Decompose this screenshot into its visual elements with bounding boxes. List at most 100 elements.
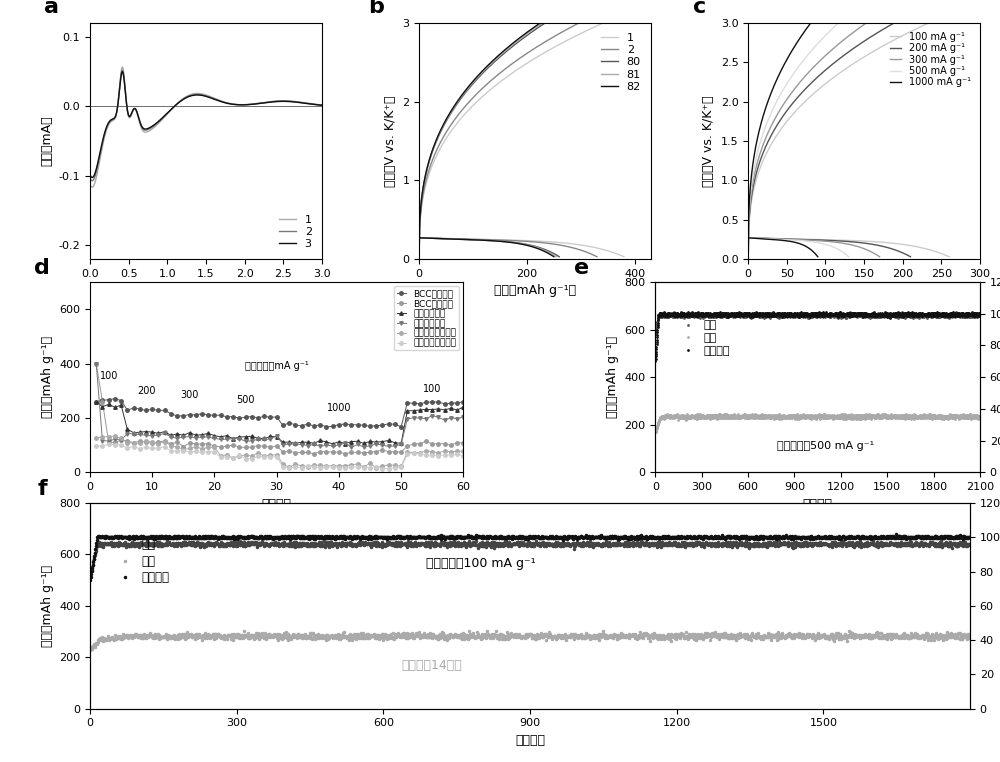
1: [568, 32, 580, 41]
放电: [910, 411, 922, 421]
膏山石墨放电容量: [202, 447, 214, 456]
膏山石墨充电容量: [90, 434, 102, 443]
80: [519, 32, 531, 41]
BCC放电容量: [196, 440, 208, 449]
82: [515, 32, 527, 41]
放电: [650, 427, 662, 437]
500 mA g⁻¹: [742, 255, 754, 264]
充电: [974, 310, 986, 319]
Line: 1: 1: [419, 23, 603, 259]
Legend: 100 mA g⁻¹, 200 mA g⁻¹, 300 mA g⁻¹, 500 mA g⁻¹, 1000 mA g⁻¹: 100 mA g⁻¹, 200 mA g⁻¹, 300 mA g⁻¹, 500 …: [886, 27, 975, 91]
500 mA g⁻¹: [833, 18, 845, 27]
1000 mA g⁻¹: [742, 223, 754, 232]
充电: [448, 536, 460, 546]
200 mA g⁻¹: [875, 26, 887, 35]
100 mA g⁻¹: [895, 32, 907, 41]
2: [548, 32, 560, 41]
1000 mA g⁻¹: [799, 26, 811, 35]
Text: 200: 200: [137, 386, 155, 396]
2: [573, 18, 585, 27]
82: [485, 57, 497, 66]
库伦效率: [836, 309, 848, 319]
Legend: BCC充电容量, BCC放电容量, 石墨充电容量, 石墨放电容量, 膏山石墨充电容量, 膏山石墨放电容量: BCC充电容量, BCC放电容量, 石墨充电容量, 石墨放电容量, 膏山石墨充电…: [394, 287, 459, 351]
库伦效率: [84, 575, 96, 584]
放电: [135, 632, 147, 641]
BCC充电容量: [457, 398, 469, 407]
Text: f: f: [37, 479, 47, 498]
放电: [707, 411, 719, 420]
石墨放电容量: [320, 441, 332, 450]
库伦效率: [135, 531, 147, 540]
石墨放电容量: [457, 412, 469, 421]
膏山石墨放电容量: [103, 440, 115, 449]
1000 mA g⁻¹: [795, 32, 807, 41]
放电: [272, 632, 284, 641]
库伦效率: [890, 530, 902, 539]
BCC充电容量: [190, 411, 202, 420]
BCC放电容量: [308, 449, 320, 458]
300 mA g⁻¹: [815, 56, 827, 65]
膏山石墨放电容量: [159, 442, 171, 451]
库伦效率: [947, 309, 959, 319]
Line: 放电: 放电: [655, 413, 981, 433]
81: [486, 58, 498, 67]
2: [413, 255, 425, 264]
Line: 200 mA g⁻¹: 200 mA g⁻¹: [748, 23, 894, 259]
BCC放电容量: [327, 447, 339, 456]
500 mA g⁻¹: [818, 32, 830, 41]
1: [225, 99, 237, 108]
放电: [974, 412, 986, 421]
膏山石墨放电容量: [190, 447, 202, 456]
X-axis label: 循环次数: 循环次数: [262, 498, 292, 511]
充电: [844, 308, 856, 317]
3: [219, 98, 231, 107]
1: [522, 58, 534, 67]
库伦效率: [964, 533, 976, 542]
放电: [649, 427, 661, 437]
2: [316, 101, 328, 110]
200 mA g⁻¹: [829, 57, 841, 66]
放电: [448, 631, 460, 640]
1: [414, 223, 426, 232]
2: [86, 176, 98, 185]
库伦效率: [685, 533, 697, 543]
81: [414, 223, 426, 232]
Y-axis label: 电流（mA）: 电流（mA）: [40, 116, 53, 166]
BCC充电容量: [215, 411, 227, 420]
1: [116, 62, 128, 72]
石墨充电容量: [184, 428, 196, 437]
放电: [947, 411, 959, 420]
充电: [771, 536, 783, 545]
库伦效率: [682, 307, 694, 316]
Legend: 充电, 放电, 库伦效率: 充电, 放电, 库伦效率: [114, 533, 175, 589]
200 mA g⁻¹: [742, 255, 754, 264]
80: [488, 58, 500, 67]
BCC充电容量: [109, 394, 121, 403]
2: [232, 100, 244, 109]
1: [580, 26, 592, 35]
膏山石墨充电容量: [457, 447, 469, 456]
2: [99, 130, 111, 139]
500 mA g⁻¹: [824, 26, 836, 35]
100 mA g⁻¹: [849, 58, 861, 67]
膏山石墨放电容量: [221, 453, 233, 462]
膏山石墨放电容量: [327, 462, 339, 471]
100 mA g⁻¹: [850, 57, 862, 66]
1: [523, 57, 535, 66]
石墨放电容量: [90, 359, 102, 368]
Line: 500 mA g⁻¹: 500 mA g⁻¹: [748, 23, 839, 259]
Line: 石墨充电容量: 石墨充电容量: [94, 400, 465, 446]
Line: 300 mA g⁻¹: 300 mA g⁻¹: [748, 23, 866, 259]
Line: 82: 82: [419, 23, 540, 259]
1: [86, 183, 98, 192]
1: [99, 133, 111, 142]
Text: 500: 500: [236, 395, 255, 405]
1: [219, 98, 231, 107]
100 mA g⁻¹: [742, 255, 754, 264]
X-axis label: 电势 (V vs. K/K⁺): 电势 (V vs. K/K⁺): [161, 284, 251, 297]
充电: [942, 312, 954, 322]
Line: 充电: 充电: [89, 539, 971, 577]
石墨放电容量: [196, 432, 208, 441]
Legend: 1, 2, 3: 1, 2, 3: [275, 210, 316, 254]
1000 mA g⁻¹: [805, 18, 817, 27]
